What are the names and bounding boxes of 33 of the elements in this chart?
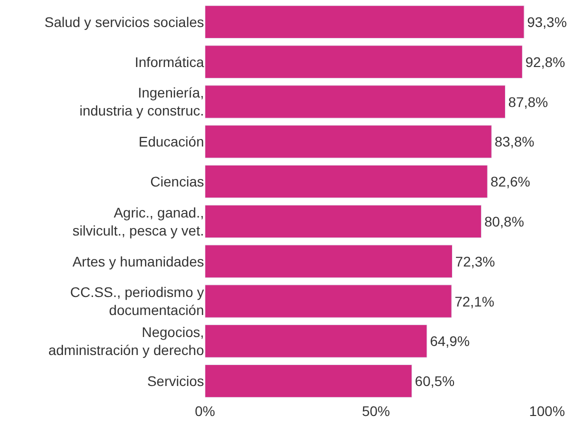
data-label: 72,3% (455, 253, 495, 270)
y-tick-label: CC.SS., periodismo y documentación (70, 284, 204, 318)
bar (205, 244, 453, 278)
data-label: 64,9% (430, 333, 470, 350)
y-tick-label: Artes y humanidades (72, 253, 204, 270)
y-tick-label: Educación (138, 134, 204, 150)
y-tick-label: Salud y servicios sociales (44, 14, 204, 30)
y-tick-label: Ciencias (150, 173, 204, 190)
bar (205, 364, 412, 398)
data-label: 82,6% (490, 174, 530, 190)
bar (205, 164, 488, 198)
bar (205, 85, 506, 118)
bar (205, 45, 523, 78)
bar (205, 324, 428, 358)
x-tick-label: 50% (362, 403, 390, 419)
y-tick-label: Informática (134, 54, 204, 70)
y-tick-label: Ingeniería, industria y construc. (80, 84, 204, 119)
data-label: 83,8% (494, 134, 534, 150)
y-tick-label: Agric., ganad., silvicult., pesca y vet. (72, 204, 204, 238)
bar (205, 5, 524, 39)
bar (205, 125, 492, 158)
x-tick-label: 100% (529, 403, 565, 419)
data-label: 60,5% (414, 373, 455, 390)
data-label: 87,8% (508, 94, 548, 110)
y-tick-label: Servicios (147, 372, 204, 389)
data-label: 92,8% (525, 54, 566, 70)
data-label: 80,8% (484, 213, 524, 230)
data-label: 72,1% (454, 293, 494, 310)
y-tick-label: Negocios, administración y derecho (48, 324, 204, 358)
data-label: 93,3% (527, 14, 567, 30)
x-tick-label: 0% (194, 403, 216, 419)
bar (205, 284, 452, 318)
bar (205, 204, 482, 238)
